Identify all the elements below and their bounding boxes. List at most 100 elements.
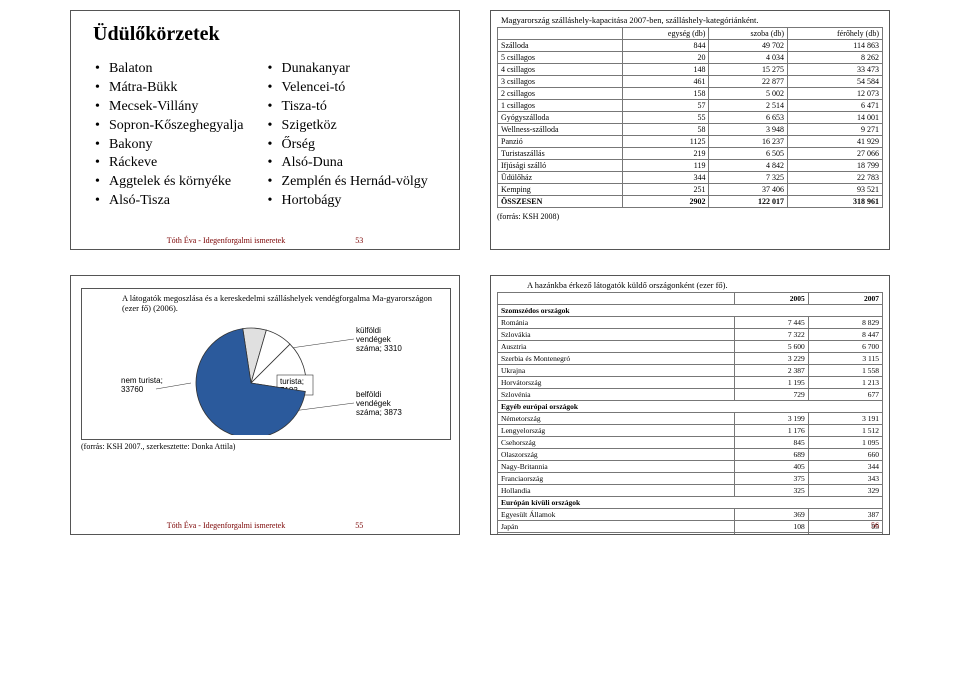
list-item: Balaton <box>109 60 244 79</box>
table-cell: 325 <box>734 485 808 497</box>
list-item: Velencei-tó <box>282 79 428 98</box>
table-cell: 33 473 <box>788 64 883 76</box>
table-cell: 660 <box>808 449 882 461</box>
table-cell: 689 <box>734 449 808 461</box>
table-cell: 9 271 <box>788 124 883 136</box>
table-cell: 14 001 <box>788 112 883 124</box>
table-title: Magyarország szálláshely-kapacitása 2007… <box>501 15 883 25</box>
table-body: Szálloda84449 702114 8635 csillagos204 0… <box>498 40 883 208</box>
table-cell: Románia <box>498 317 735 329</box>
table-cell: 7 445 <box>734 317 808 329</box>
table-cell: 329 <box>808 485 882 497</box>
table-cell: 844 <box>623 40 709 52</box>
table-row: 1 csillagos572 5146 471 <box>498 100 883 112</box>
table-cell: Szálloda <box>498 40 623 52</box>
slide-visitors-table: A hazánkba érkező látogatók küldő ország… <box>490 275 890 535</box>
pie-label: külföldi <box>356 326 381 335</box>
table-row: Franciaország375343 <box>498 473 883 485</box>
table-cell: Németország <box>498 413 735 425</box>
table-row: Hollandia325329 <box>498 485 883 497</box>
slide-footer: Tóth Éva - Idegenforgalmi ismeretek 55 <box>71 521 459 530</box>
table-row: Románia7 4458 829 <box>498 317 883 329</box>
table-row: 3 csillagos46122 87754 584 <box>498 76 883 88</box>
table-cell: Horvátország <box>498 377 735 389</box>
table-cell: 99 <box>734 533 808 536</box>
pie-chart-svg: külföldivendégekszáma; 3310belföldivendé… <box>86 315 446 435</box>
table-cell: 114 863 <box>788 40 883 52</box>
table-cell: 375 <box>734 473 808 485</box>
pie-chart-title: A látogatók megoszlása és a kereskedelmi… <box>82 289 450 313</box>
table-section-row: Egyéb európai országok <box>498 401 883 413</box>
table-cell: 5 csillagos <box>498 52 623 64</box>
table-cell: 2 csillagos <box>498 88 623 100</box>
table-cell: 318 961 <box>788 196 883 208</box>
table-cell: Gyógyszálloda <box>498 112 623 124</box>
table-cell: 2902 <box>623 196 709 208</box>
table-cell: 1 558 <box>808 365 882 377</box>
table-row: Wellness-szálloda583 9489 271 <box>498 124 883 136</box>
table-cell: Szlovénia <box>498 389 735 401</box>
table-row: Üdülőház3447 32522 783 <box>498 172 883 184</box>
capacity-table: egység (db)szoba (db)férőhely (db) Száll… <box>497 27 883 208</box>
table-cell: 55 <box>623 112 709 124</box>
table-body: Szomszédos országokRománia7 4458 829 Szlo… <box>498 305 883 536</box>
table-cell: 6 505 <box>709 148 788 160</box>
table-section-row: Szomszédos országok <box>498 305 883 317</box>
table-cell: 344 <box>623 172 709 184</box>
table-cell: 1 csillagos <box>498 100 623 112</box>
table-cell: 251 <box>623 184 709 196</box>
table-cell: 845 <box>734 437 808 449</box>
table-cell: Wellness-szálloda <box>498 124 623 136</box>
source-note: (forrás: KSH 2008) <box>497 212 883 221</box>
table-cell: 12 073 <box>788 88 883 100</box>
list-item: Szigetköz <box>282 117 428 136</box>
table-cell: 1 195 <box>734 377 808 389</box>
table-row: 5 csillagos204 0348 262 <box>498 52 883 64</box>
table-cell: 158 <box>623 88 709 100</box>
table-header-cell: egység (db) <box>623 28 709 40</box>
table-cell: Turistaszállás <box>498 148 623 160</box>
table-row: 2 csillagos1585 00212 073 <box>498 88 883 100</box>
table-cell: Ifjúsági szálló <box>498 160 623 172</box>
table-cell: Egyesült Államok <box>498 509 735 521</box>
pie-label: 33760 <box>121 385 144 394</box>
table-cell: Ukrajna <box>498 365 735 377</box>
table-cell: 344 <box>808 461 882 473</box>
table-cell: 4 csillagos <box>498 64 623 76</box>
table-cell: Panzió <box>498 136 623 148</box>
table-cell: 461 <box>623 76 709 88</box>
table-cell: 677 <box>808 389 882 401</box>
table-cell: 119 <box>623 160 709 172</box>
table-header-row: egység (db)szoba (db)férőhely (db) <box>498 28 883 40</box>
pie-label: száma; 3873 <box>356 408 402 417</box>
list-item: Aggtelek és környéke <box>109 173 244 192</box>
table-cell: 6 653 <box>709 112 788 124</box>
list-item: Ráckeve <box>109 154 244 173</box>
table-cell: 49 702 <box>709 40 788 52</box>
list-item: Bakony <box>109 136 244 155</box>
table-cell: 5 002 <box>709 88 788 100</box>
table-header-cell: férőhely (db) <box>788 28 883 40</box>
right-list: DunakanyarVelencei-tóTisza-tóSzigetközŐr… <box>266 60 428 211</box>
table-cell: 8 829 <box>808 317 882 329</box>
table-cell: Ausztria <box>498 341 735 353</box>
table-header-row: 20052007 <box>498 293 883 305</box>
table-cell: 1 213 <box>808 377 882 389</box>
table-header-cell <box>498 293 735 305</box>
table-cell: 22 877 <box>709 76 788 88</box>
table-row: Ifjúsági szálló1194 84218 799 <box>498 160 883 172</box>
table-cell: 1 176 <box>734 425 808 437</box>
table-cell: 15 275 <box>709 64 788 76</box>
visitors-table: 20052007 Szomszédos országokRománia7 445… <box>497 292 883 535</box>
table-cell: 7 325 <box>709 172 788 184</box>
table-cell: 122 017 <box>709 196 788 208</box>
table-row: Izrael9995 <box>498 533 883 536</box>
table-row: 4 csillagos14815 27533 473 <box>498 64 883 76</box>
table-cell: Üdülőház <box>498 172 623 184</box>
footer-author: Tóth Éva - Idegenforgalmi ismeretek <box>167 236 285 245</box>
table-cell: 93 521 <box>788 184 883 196</box>
table-cell: ÖSSZESEN <box>498 196 623 208</box>
table-cell: Lengyelország <box>498 425 735 437</box>
slide-title: Üdülőkörzetek <box>93 23 441 46</box>
table-cell: 58 <box>623 124 709 136</box>
